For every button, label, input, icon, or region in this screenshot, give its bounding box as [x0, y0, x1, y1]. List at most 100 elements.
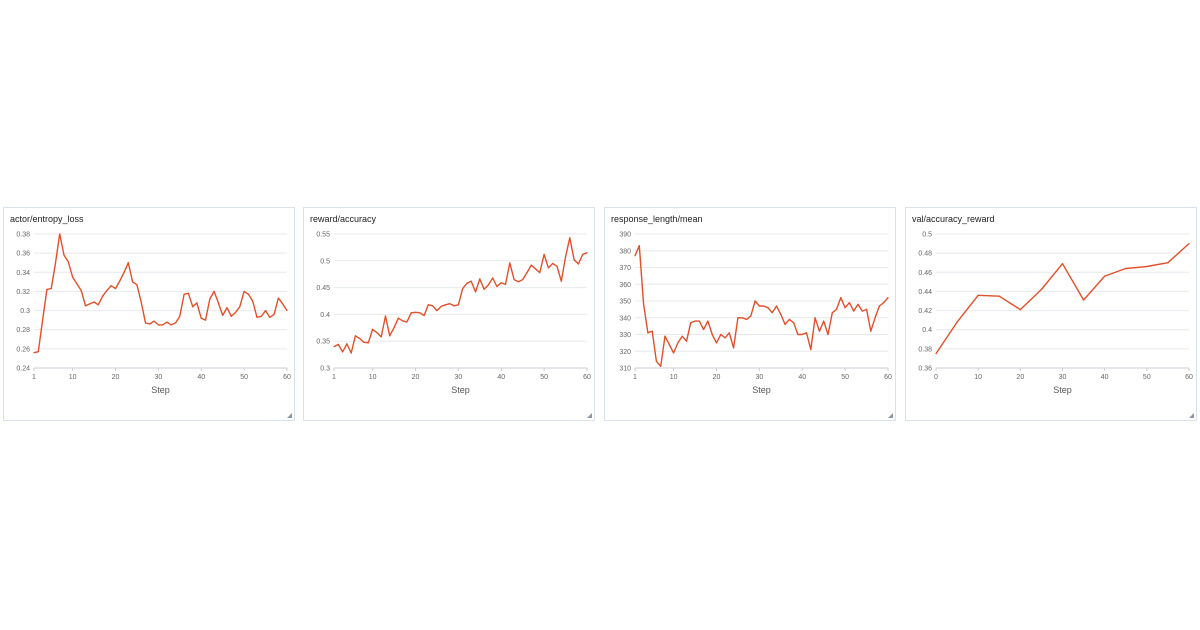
data-point	[204, 319, 207, 321]
data-point	[406, 321, 408, 323]
data-point	[226, 307, 228, 309]
data-point	[586, 252, 588, 254]
resize-handle[interactable]	[888, 413, 893, 418]
data-point	[1146, 265, 1148, 268]
data-point	[264, 309, 267, 312]
data-point	[162, 324, 164, 326]
data-point	[59, 233, 61, 235]
data-point	[371, 328, 374, 331]
data-point	[114, 287, 117, 290]
data-point	[63, 254, 65, 256]
data-point	[93, 301, 95, 303]
data-point	[230, 315, 232, 317]
x-tick-label: 40	[197, 374, 205, 381]
data-point	[410, 312, 412, 314]
y-tick-label: 370	[619, 265, 631, 272]
y-tick-label: 0.34	[16, 270, 30, 277]
data-point	[260, 315, 262, 317]
data-point	[526, 271, 528, 274]
data-point	[243, 290, 245, 293]
data-point	[509, 262, 511, 264]
data-point	[784, 323, 786, 326]
data-point	[144, 322, 147, 324]
y-tick-label: 0.55	[316, 232, 330, 239]
x-tick-label: 30	[454, 374, 462, 381]
y-tick-label: 0.4	[320, 312, 330, 319]
resize-handle[interactable]	[587, 413, 592, 418]
data-point	[350, 352, 352, 354]
x-axis-label: Step	[151, 385, 170, 395]
data-point	[552, 262, 554, 265]
data-point	[956, 321, 958, 323]
data-point	[745, 318, 748, 321]
y-tick-label: 380	[619, 248, 631, 255]
data-point	[530, 264, 532, 266]
data-point	[76, 283, 78, 285]
series-line	[634, 245, 889, 368]
data-point	[865, 308, 868, 310]
series-line	[333, 237, 588, 354]
x-tick-label: 10	[369, 374, 377, 381]
data-point	[183, 293, 185, 295]
resize-handle[interactable]	[287, 413, 292, 418]
data-point	[487, 284, 489, 286]
data-point	[651, 330, 653, 332]
y-tick-label: 0.28	[16, 327, 30, 334]
y-tick-label: 320	[619, 349, 631, 356]
data-point	[763, 305, 765, 307]
data-point	[393, 327, 395, 329]
y-tick-label: 390	[619, 232, 631, 239]
y-tick-label: 330	[619, 332, 631, 339]
data-point	[483, 288, 485, 290]
y-tick-label: 0.46	[918, 270, 932, 277]
data-point	[213, 290, 215, 293]
data-point	[54, 263, 57, 265]
x-tick-label: 10	[974, 374, 982, 381]
data-point	[741, 317, 743, 319]
x-tick-label: 30	[755, 374, 763, 381]
data-point	[797, 333, 799, 336]
data-point	[234, 311, 237, 314]
y-tick-label: 0.32	[16, 289, 30, 296]
data-point	[998, 295, 1000, 297]
data-point	[41, 319, 44, 321]
data-point	[1188, 242, 1190, 245]
x-tick-label: 40	[1101, 374, 1109, 381]
chart-panel-val-accuracy-reward: val/accuracy_reward 0.36 0.38 0.4 0.42 0.44 0…	[905, 207, 1197, 421]
y-tick-label: 0.4	[922, 327, 932, 334]
data-point	[239, 306, 241, 308]
data-point	[672, 352, 675, 354]
x-tick-label: 0	[934, 374, 938, 381]
x-axis-label: Step	[1053, 385, 1072, 395]
data-point	[286, 309, 288, 312]
data-point	[252, 300, 254, 302]
data-point	[853, 310, 855, 312]
data-point	[341, 351, 344, 353]
x-tick-label: 60	[884, 374, 892, 381]
y-tick-label: 0.26	[16, 346, 30, 353]
data-point	[389, 335, 391, 337]
chart-title: response_length/mean	[611, 214, 703, 224]
data-point	[698, 320, 700, 322]
x-tick-label: 60	[583, 374, 591, 381]
series-line	[935, 243, 1190, 354]
resize-handle[interactable]	[1189, 413, 1194, 418]
data-point	[196, 302, 198, 304]
y-tick-label: 0.24	[16, 366, 30, 373]
data-point	[754, 300, 756, 302]
data-point	[269, 316, 271, 318]
data-point	[453, 305, 455, 307]
data-point	[547, 267, 550, 269]
y-tick-label: 0.42	[918, 308, 932, 315]
data-point	[80, 289, 82, 292]
data-point	[492, 277, 494, 279]
data-point	[496, 285, 498, 288]
data-point	[179, 315, 181, 317]
data-point	[827, 333, 829, 336]
data-point	[560, 280, 562, 282]
x-axis-label: Step	[451, 385, 470, 395]
data-point	[517, 281, 519, 283]
data-point	[166, 321, 168, 323]
data-point	[577, 263, 580, 265]
data-point	[192, 306, 194, 308]
